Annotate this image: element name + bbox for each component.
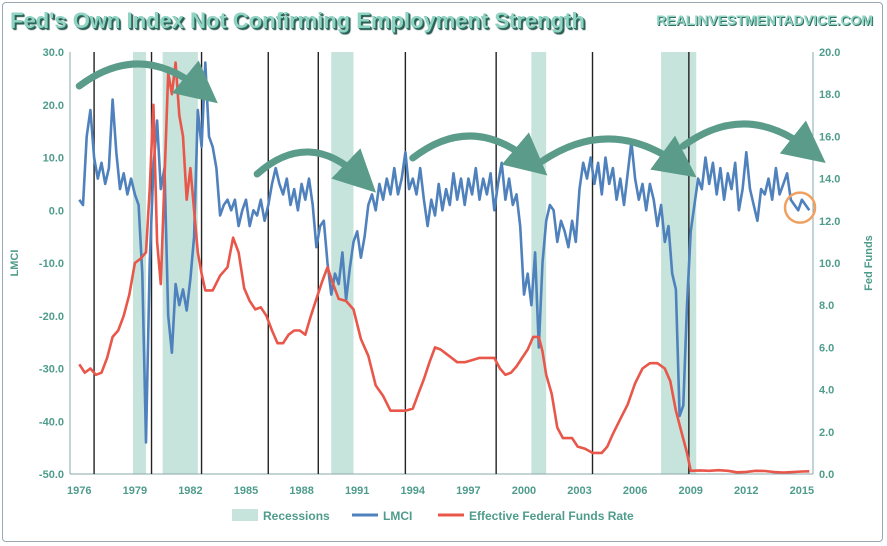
left-tick-label: -10.0 bbox=[39, 258, 64, 270]
x-tick-label: 1979 bbox=[123, 485, 147, 497]
recession-bands bbox=[132, 52, 697, 474]
legend-swatch-recessions bbox=[232, 509, 258, 521]
legend-label-ffr: Effective Federal Funds Rate bbox=[469, 509, 634, 523]
x-tick-label: 2000 bbox=[512, 485, 536, 497]
right-tick-label: 8.0 bbox=[819, 300, 834, 312]
x-tick-label: 1976 bbox=[67, 485, 91, 497]
cycle-arrow-1 bbox=[253, 148, 377, 193]
x-tick-label: 1991 bbox=[345, 485, 369, 497]
left-tick-label: 10.0 bbox=[43, 153, 64, 165]
right-tick-label: 4.0 bbox=[819, 385, 834, 397]
left-tick-label: 20.0 bbox=[43, 100, 64, 112]
right-tick-label: 12.0 bbox=[819, 216, 840, 228]
x-tick-label: 2003 bbox=[567, 485, 591, 497]
x-tick-label: 1997 bbox=[456, 485, 480, 497]
x-tick-label: 2006 bbox=[623, 485, 647, 497]
legend-label-lmci: LMCI bbox=[383, 509, 412, 523]
recession-band-0 bbox=[132, 52, 146, 474]
x-tick-label: 1985 bbox=[234, 485, 258, 497]
left-tick-label: -50.0 bbox=[39, 469, 64, 481]
right-tick-label: 14.0 bbox=[819, 174, 840, 186]
left-tick-label: -30.0 bbox=[39, 364, 64, 376]
right-tick-label: 6.0 bbox=[819, 342, 834, 354]
legend-label-recessions: Recessions bbox=[263, 509, 330, 523]
cycle-arrows bbox=[75, 60, 826, 193]
right-axis-label: Fed Funds bbox=[863, 235, 875, 291]
right-tick-label: 16.0 bbox=[819, 131, 840, 143]
cycle-arrow-0 bbox=[75, 60, 218, 104]
left-tick-label: 0.0 bbox=[49, 205, 64, 217]
x-tick-label: 2009 bbox=[678, 485, 702, 497]
site-watermark: REALINVESTMENTADVICE.COM bbox=[656, 12, 873, 28]
left-tick-label: -20.0 bbox=[39, 311, 64, 323]
x-tick-label: 2015 bbox=[790, 485, 814, 497]
vertical-markers bbox=[93, 52, 690, 474]
chart-title: Fed's Own Index Not Confirming Employmen… bbox=[10, 8, 585, 33]
x-tick-label: 1994 bbox=[401, 485, 426, 497]
tick-labels: 30.0 20.0 10.0 0.0 -10.0 -20.0 -30.0 -40.0 -50.0… bbox=[9, 47, 875, 497]
right-tick-label: 0.0 bbox=[819, 469, 834, 481]
cycle-arrow-3 bbox=[538, 135, 697, 178]
left-tick-label: -40.0 bbox=[39, 416, 64, 428]
x-tick-label: 2012 bbox=[734, 485, 758, 497]
cycle-arrow-4 bbox=[679, 120, 826, 164]
left-axis-label: LMCI bbox=[9, 250, 21, 277]
right-tick-label: 20.0 bbox=[819, 47, 840, 59]
cycle-arrow-2 bbox=[409, 132, 548, 176]
left-tick-label: 30.0 bbox=[43, 47, 64, 59]
legend: Recessions LMCI Effective Federal Funds Ra… bbox=[232, 509, 634, 523]
right-tick-label: 10.0 bbox=[819, 258, 840, 270]
right-tick-label: 18.0 bbox=[819, 89, 840, 101]
highlight-circle bbox=[783, 191, 817, 224]
right-tick-label: 2.0 bbox=[819, 427, 834, 439]
x-tick-label: 1988 bbox=[289, 485, 313, 497]
x-tick-label: 1982 bbox=[178, 485, 202, 497]
series-line-lmci bbox=[78, 61, 811, 444]
